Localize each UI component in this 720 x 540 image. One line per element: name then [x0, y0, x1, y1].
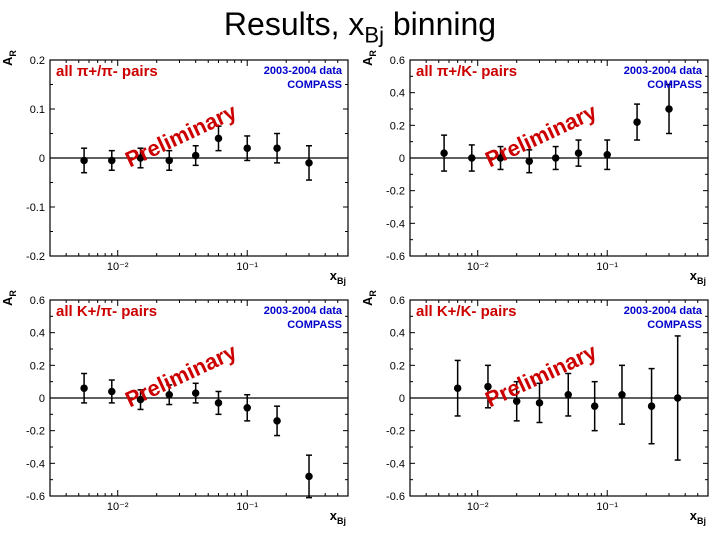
- svg-text:0.4: 0.4: [390, 328, 405, 340]
- svg-text:2003-2004 data: 2003-2004 data: [264, 65, 343, 77]
- svg-text:xBj: xBj: [690, 508, 706, 526]
- svg-text:0.6: 0.6: [30, 295, 45, 307]
- chart-panel-1: -0.6 -0.4 -0.2 0 0.2 0.4 0.6 10⁻² 10⁻¹ ARS xBj all …: [360, 50, 720, 290]
- svg-text:COMPASS: COMPASS: [287, 319, 342, 331]
- svg-text:-0.4: -0.4: [386, 459, 405, 471]
- svg-text:ARS: ARS: [360, 50, 378, 66]
- svg-text:0.6: 0.6: [390, 55, 405, 67]
- svg-text:0: 0: [39, 393, 45, 405]
- svg-text:2003-2004 data: 2003-2004 data: [624, 305, 703, 317]
- svg-text:0.4: 0.4: [390, 88, 405, 100]
- title-suffix: binning: [384, 6, 496, 42]
- svg-text:-0.6: -0.6: [26, 491, 45, 503]
- svg-text:10⁻¹: 10⁻¹: [596, 261, 618, 273]
- svg-text:0.2: 0.2: [30, 361, 45, 373]
- svg-text:-0.6: -0.6: [386, 491, 405, 503]
- svg-text:10⁻¹: 10⁻¹: [236, 501, 258, 513]
- svg-text:-0.2: -0.2: [26, 251, 45, 263]
- svg-text:xBj: xBj: [690, 268, 706, 286]
- panel-label: all π+/π- pairs: [56, 63, 158, 80]
- chart-panel-3: -0.6 -0.4 -0.2 0 0.2 0.4 0.6 10⁻² 10⁻¹ ARS xBj all …: [360, 290, 720, 530]
- preliminary-watermark: Preliminary: [121, 99, 241, 173]
- svg-text:10⁻²: 10⁻²: [467, 261, 489, 273]
- svg-text:ARS: ARS: [0, 50, 18, 66]
- svg-text:0.1: 0.1: [30, 104, 45, 116]
- svg-text:0.6: 0.6: [390, 295, 405, 307]
- page-title: Results, xBj binning: [0, 0, 720, 50]
- svg-text:COMPASS: COMPASS: [287, 79, 342, 91]
- svg-text:2003-2004 data: 2003-2004 data: [624, 65, 703, 77]
- svg-text:-0.4: -0.4: [26, 459, 45, 471]
- chart-grid: -0.2 -0.1 0 0.1 0.2 10⁻² 10⁻¹ ARS xBj all π+/π- p…: [0, 50, 720, 530]
- svg-text:0.2: 0.2: [30, 55, 45, 67]
- chart-panel-0: -0.2 -0.1 0 0.1 0.2 10⁻² 10⁻¹ ARS xBj all π+/π- p…: [0, 50, 360, 290]
- title-sub: Bj: [364, 22, 384, 47]
- title-prefix: Results, x: [224, 6, 364, 42]
- svg-text:0.2: 0.2: [390, 121, 405, 133]
- svg-text:0: 0: [399, 393, 405, 405]
- svg-text:10⁻¹: 10⁻¹: [236, 261, 258, 273]
- preliminary-watermark: Preliminary: [121, 339, 241, 413]
- svg-text:-0.2: -0.2: [26, 426, 45, 438]
- svg-text:COMPASS: COMPASS: [647, 79, 702, 91]
- svg-text:COMPASS: COMPASS: [647, 319, 702, 331]
- svg-text:xBj: xBj: [330, 268, 346, 286]
- preliminary-watermark: Preliminary: [481, 99, 601, 173]
- svg-text:-0.4: -0.4: [386, 219, 405, 231]
- svg-text:-0.2: -0.2: [386, 426, 405, 438]
- svg-text:xBj: xBj: [330, 508, 346, 526]
- panel-label: all K+/π- pairs: [56, 303, 157, 320]
- svg-text:2003-2004 data: 2003-2004 data: [264, 305, 343, 317]
- svg-text:0: 0: [39, 153, 45, 165]
- svg-text:ARS: ARS: [0, 290, 18, 306]
- svg-text:0.2: 0.2: [390, 361, 405, 373]
- svg-text:-0.2: -0.2: [386, 186, 405, 198]
- chart-panel-2: -0.6 -0.4 -0.2 0 0.2 0.4 0.6 10⁻² 10⁻¹ ARS xBj all …: [0, 290, 360, 530]
- panel-label: all π+/K- pairs: [416, 63, 517, 80]
- svg-text:-0.6: -0.6: [386, 251, 405, 263]
- svg-text:0: 0: [399, 153, 405, 165]
- svg-text:10⁻²: 10⁻²: [107, 501, 129, 513]
- svg-text:-0.1: -0.1: [26, 202, 45, 214]
- svg-text:10⁻¹: 10⁻¹: [596, 501, 618, 513]
- svg-text:10⁻²: 10⁻²: [467, 501, 489, 513]
- svg-text:10⁻²: 10⁻²: [107, 261, 129, 273]
- svg-text:ARS: ARS: [360, 290, 378, 306]
- panel-label: all K+/K- pairs: [416, 303, 516, 320]
- svg-text:0.4: 0.4: [30, 328, 45, 340]
